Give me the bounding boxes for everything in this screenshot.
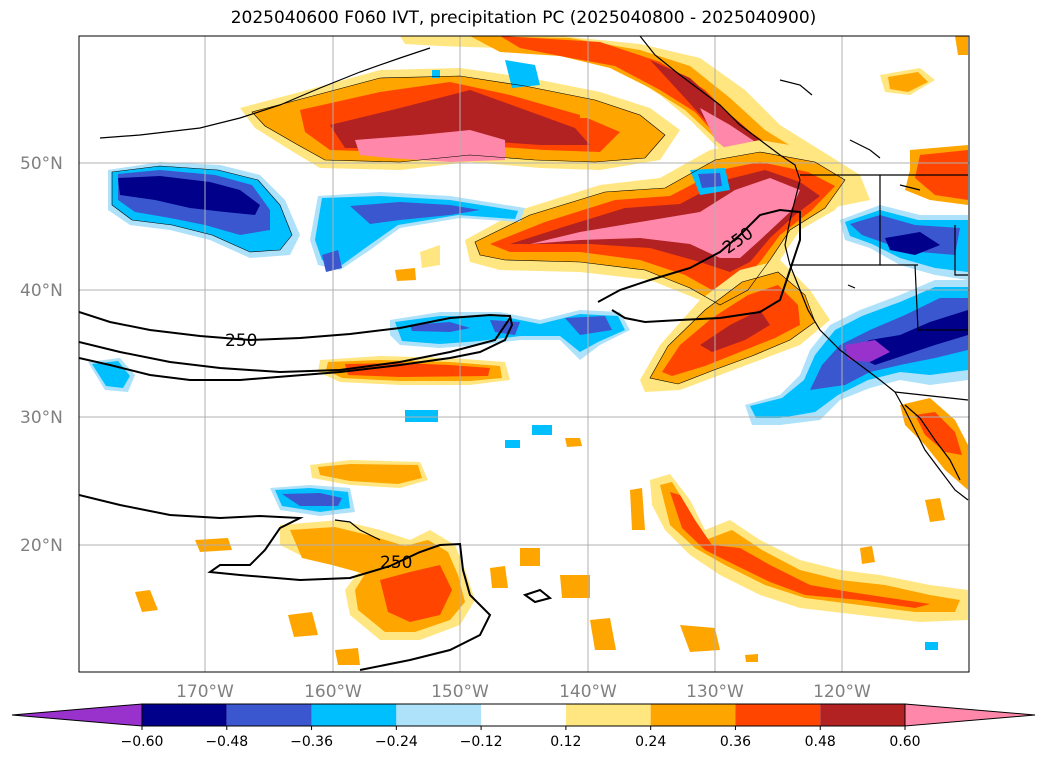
contour-label-3: 250 xyxy=(380,553,412,573)
colorbar-tick-label: 0.60 xyxy=(889,734,920,750)
colorbar: −0.60 −0.48 −0.36 −0.24 −0.12 0.12 0.24 0.36 0.4… xyxy=(11,703,1036,750)
lon-label-150w: 150°W xyxy=(431,682,489,702)
lon-label-170w: 170°W xyxy=(176,682,234,702)
colorbar-segment xyxy=(142,704,227,726)
colorbar-tick-label: 0.36 xyxy=(720,734,751,750)
colorbar-tick-label: 0.12 xyxy=(550,734,581,750)
lon-label-160w: 160°W xyxy=(304,682,362,702)
precip-positive-subtropical-band xyxy=(650,474,968,622)
lat-label-40n: 40°N xyxy=(20,281,63,301)
contour-label-1: 250 xyxy=(225,331,257,351)
precip-negative-northeast xyxy=(840,205,968,280)
colorbar-segment xyxy=(565,704,651,726)
map-title: 2025040600 F060 IVT, precipitation PC (2… xyxy=(230,8,817,28)
shade-outlines xyxy=(111,75,846,385)
colorbar-tick-label: −0.36 xyxy=(290,734,333,750)
colorbar-segment xyxy=(311,704,397,726)
coastlines xyxy=(99,36,969,541)
lat-label-30n: 30°N xyxy=(20,408,63,428)
colorbar-extend-min xyxy=(11,703,143,727)
graticule xyxy=(79,36,969,672)
precip-positive-north-band xyxy=(240,68,680,170)
colorbar-segment xyxy=(481,704,566,726)
colorbar-tick-label: −0.48 xyxy=(205,734,248,750)
colorbar-tick-label: −0.24 xyxy=(375,734,418,750)
colorbar-segment xyxy=(226,704,312,726)
plot-area xyxy=(79,36,969,672)
lon-label-140w: 140°W xyxy=(559,682,617,702)
precip-negative-mid-band xyxy=(310,192,525,272)
plot-frame xyxy=(78,35,970,673)
colorbar-tick-label: −0.60 xyxy=(121,734,164,750)
colorbar-tick-label: 0.24 xyxy=(635,734,666,750)
colorbar-extend-max xyxy=(904,703,1036,727)
lat-label-20n: 20°N xyxy=(20,536,63,556)
colorbar-tick-label: −0.12 xyxy=(460,734,503,750)
colorbar-segment xyxy=(820,704,905,726)
colorbar-segment xyxy=(735,704,821,726)
colorbar-segment xyxy=(396,704,482,726)
precip-negative-nw-cluster xyxy=(108,162,300,258)
precip-negative-california xyxy=(745,280,968,425)
lat-label-50n: 50°N xyxy=(20,154,63,174)
colorbar-segment xyxy=(650,704,736,726)
colorbar-tick-label: 0.48 xyxy=(805,734,836,750)
lon-label-120w: 120°W xyxy=(813,682,871,702)
colorbar-outline xyxy=(141,703,906,727)
ivt-contours xyxy=(79,208,801,671)
lon-label-130w: 130°W xyxy=(686,682,744,702)
